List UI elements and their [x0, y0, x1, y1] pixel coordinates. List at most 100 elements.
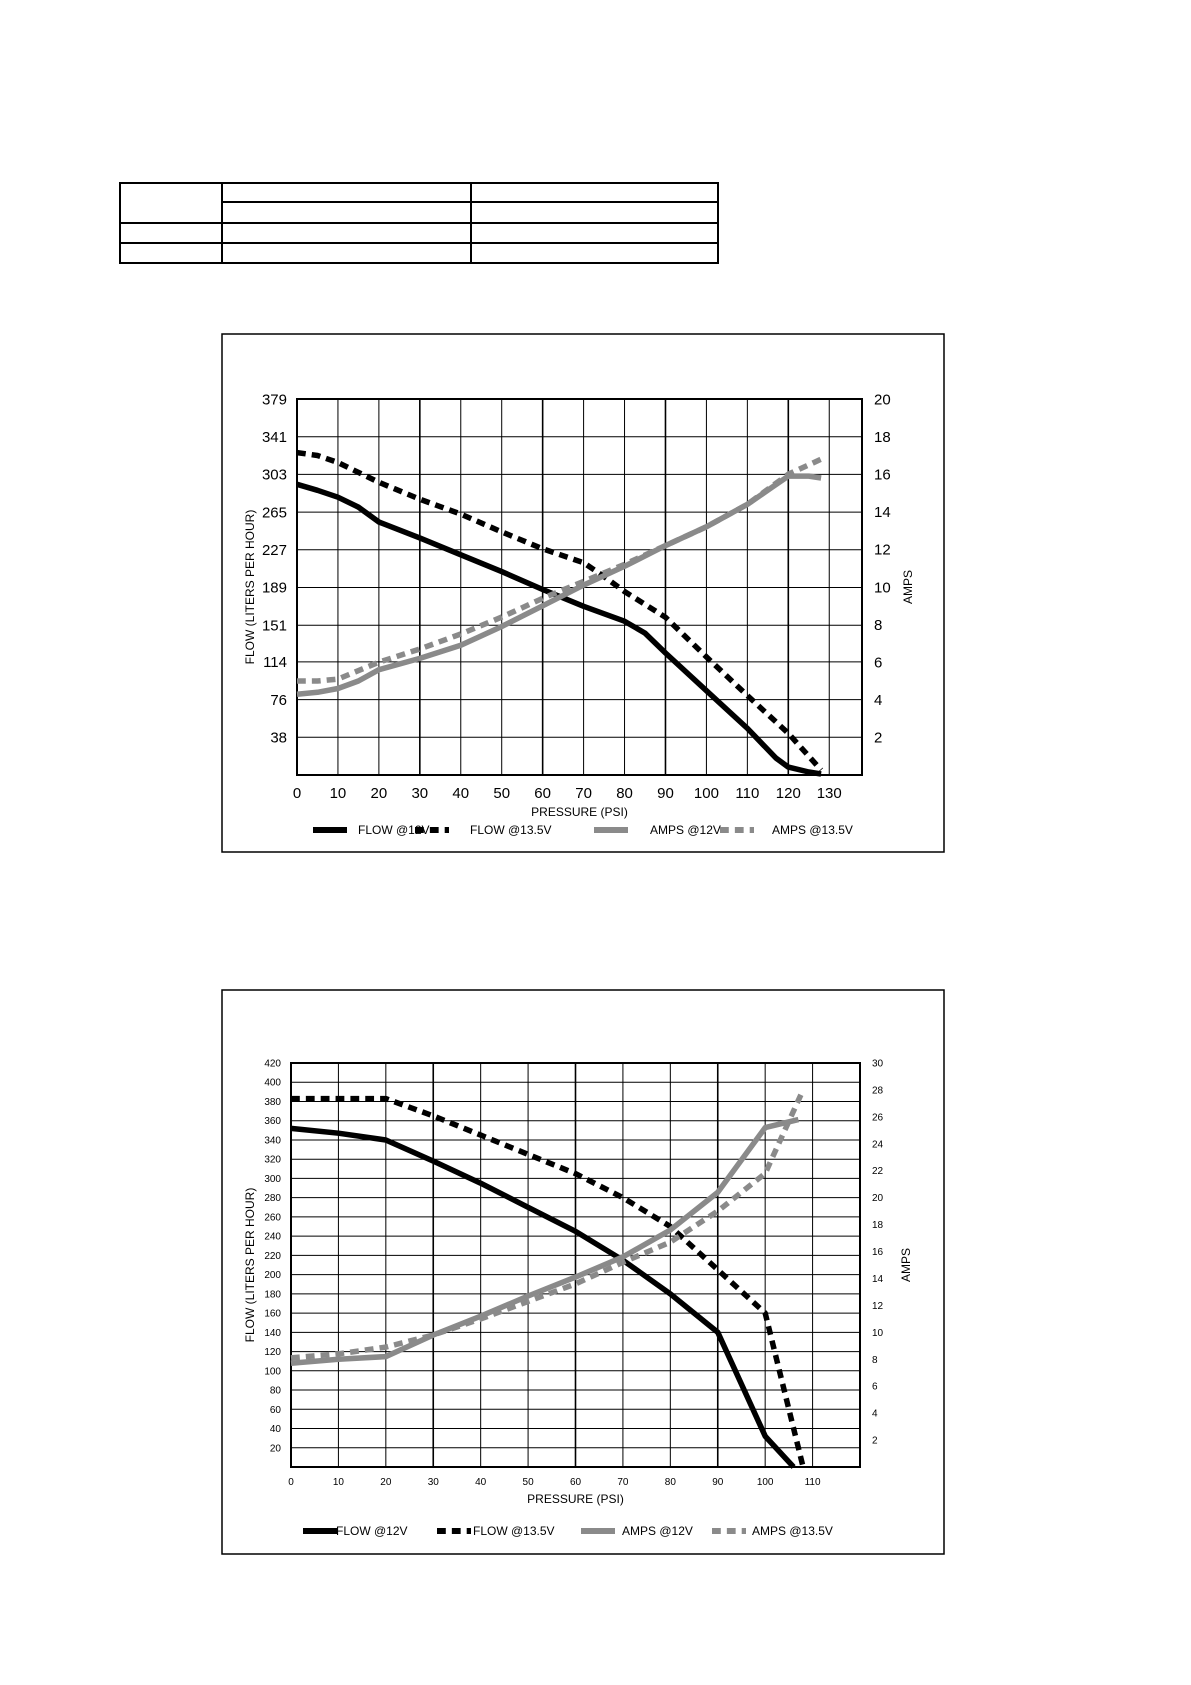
- y-tick-label: 40: [270, 1424, 282, 1435]
- y-tick-label: 180: [264, 1289, 281, 1300]
- y2-axis-label: AMPS: [901, 570, 915, 604]
- x-tick-label: 0: [288, 1477, 294, 1488]
- x-tick-label: 40: [475, 1477, 487, 1488]
- y-tick-label: 60: [270, 1405, 282, 1416]
- x-tick-label: 80: [616, 785, 633, 802]
- y2-tick-label: 8: [872, 1355, 878, 1366]
- y2-tick-label: 24: [872, 1139, 884, 1150]
- y2-tick-label: 16: [872, 1247, 884, 1258]
- y-tick-label: 140: [264, 1328, 281, 1339]
- y-tick-label: 380: [264, 1097, 281, 1108]
- legend-label: FLOW @13.5V: [470, 823, 552, 837]
- y2-tick-label: 6: [872, 1382, 878, 1393]
- y2-tick-label: 4: [872, 1409, 878, 1420]
- x-tick-label: 10: [330, 785, 347, 802]
- grid: [296, 398, 862, 775]
- y-tick-label: 20: [270, 1443, 282, 1454]
- y-tick-label: 114: [263, 654, 287, 671]
- x-tick-label: 90: [657, 785, 674, 802]
- x-tick-label: 0: [293, 785, 301, 802]
- y2-tick-label: 2: [872, 1436, 878, 1447]
- x-axis-label: PRESSURE (PSI): [531, 805, 628, 819]
- y2-tick-label: 18: [874, 429, 891, 446]
- x-tick-label: 70: [575, 785, 592, 802]
- y-tick-label: 100: [264, 1366, 281, 1377]
- legend-label: AMPS @13.5V: [772, 823, 853, 837]
- y-tick-label: 341: [262, 429, 287, 446]
- series-line-amps-12v: [290, 1116, 800, 1367]
- y2-tick-label: 28: [872, 1085, 884, 1096]
- legend-label: AMPS @13.5V: [752, 1524, 833, 1538]
- x-tick-label: 80: [665, 1477, 677, 1488]
- y2-tick-label: 4: [874, 692, 882, 709]
- y-tick-label: 400: [264, 1078, 281, 1089]
- y-tick-label: 420: [264, 1059, 281, 1070]
- y-tick-label: 227: [262, 542, 287, 559]
- y-tick-label: 200: [264, 1270, 281, 1281]
- y-tick-label: 280: [264, 1193, 281, 1204]
- x-tick-label: 120: [776, 785, 801, 802]
- y2-tick-label: 10: [874, 579, 891, 596]
- x-tick-label: 70: [617, 1477, 629, 1488]
- y2-tick-label: 8: [874, 617, 882, 634]
- flow-amps-chart-1: 0 10 20 30 40 50 60 70 80 90 100 110 120 130 38 76 114 15…: [221, 333, 945, 853]
- y-tick-label: 240: [264, 1232, 281, 1243]
- x-tick-label: 30: [428, 1477, 440, 1488]
- legend-label: FLOW @12V: [358, 823, 430, 837]
- legend-label: AMPS @12V: [650, 823, 721, 837]
- x-tick-label: 60: [570, 1477, 582, 1488]
- legend-label: AMPS @12V: [622, 1524, 693, 1538]
- y2-tick-label: 20: [874, 391, 891, 408]
- y-tick-label: 120: [264, 1347, 281, 1358]
- y-tick-label: 320: [264, 1155, 281, 1166]
- y-tick-label: 151: [262, 617, 287, 634]
- y2-tick-label: 12: [872, 1301, 884, 1312]
- x-tick-label: 50: [523, 1477, 535, 1488]
- series-line-flow-13-5v: [291, 1095, 806, 1468]
- x-tick-label: 100: [694, 785, 719, 802]
- y-tick-label: 220: [264, 1251, 281, 1262]
- chart-frame: [221, 333, 945, 853]
- x-tick-label: 60: [534, 785, 551, 802]
- y2-tick-label: 6: [874, 654, 882, 671]
- y2-tick-label: 30: [872, 1059, 884, 1070]
- legend: FLOW @12V FLOW @13.5V AMPS @12V AMPS @13.5V: [313, 823, 853, 837]
- y-tick-label: 300: [264, 1174, 281, 1185]
- series-line-flow-12v: [296, 481, 822, 777]
- series-line-amps-13-5v: [290, 1088, 806, 1361]
- y-tick-label: 340: [264, 1135, 281, 1146]
- y2-tick-label: 16: [874, 466, 891, 483]
- y-tick-label: 379: [262, 391, 287, 408]
- y2-tick-label: 14: [872, 1274, 884, 1285]
- y-axis-label: FLOW (LITERS PER HOUR): [243, 510, 257, 665]
- y2-tick-label: 10: [872, 1328, 884, 1339]
- plot-area-border: [290, 1062, 861, 1468]
- x-axis-label: PRESSURE (PSI): [527, 1492, 624, 1506]
- y-tick-label: 80: [270, 1386, 282, 1397]
- y-tick-label: 260: [264, 1212, 281, 1223]
- x-tick-label: 110: [805, 1477, 821, 1488]
- y-tick-label: 303: [262, 467, 287, 484]
- y2-axis-label: AMPS: [899, 1248, 913, 1282]
- x-tick-label: 40: [452, 785, 469, 802]
- y2-tick-label: 26: [872, 1112, 884, 1123]
- y-tick-label: 160: [264, 1309, 281, 1320]
- flow-amps-chart-2: 0 10 20 30 40 50 60 70 80 90 100 110 20 40 60 80 100 120 1…: [221, 989, 945, 1555]
- legend-label: FLOW @13.5V: [473, 1524, 555, 1538]
- x-tick-label: 110: [735, 785, 759, 802]
- series-line-flow-13-5v: [296, 449, 824, 772]
- series-line-amps-13-5v: [297, 456, 823, 684]
- y2-tick-label: 18: [872, 1220, 884, 1231]
- y-tick-label: 265: [262, 504, 287, 521]
- x-tick-label: 30: [411, 785, 428, 802]
- chart-frame: [221, 989, 945, 1555]
- y2-tick-label: 2: [874, 730, 882, 747]
- legend-label: FLOW @12V: [336, 1524, 408, 1538]
- x-tick-label: 50: [493, 785, 510, 802]
- x-tick-label: 10: [333, 1477, 345, 1488]
- y-tick-label: 360: [264, 1116, 281, 1127]
- y2-tick-label: 12: [874, 542, 891, 559]
- x-tick-label: 20: [371, 785, 388, 802]
- x-tick-label: 100: [757, 1477, 774, 1488]
